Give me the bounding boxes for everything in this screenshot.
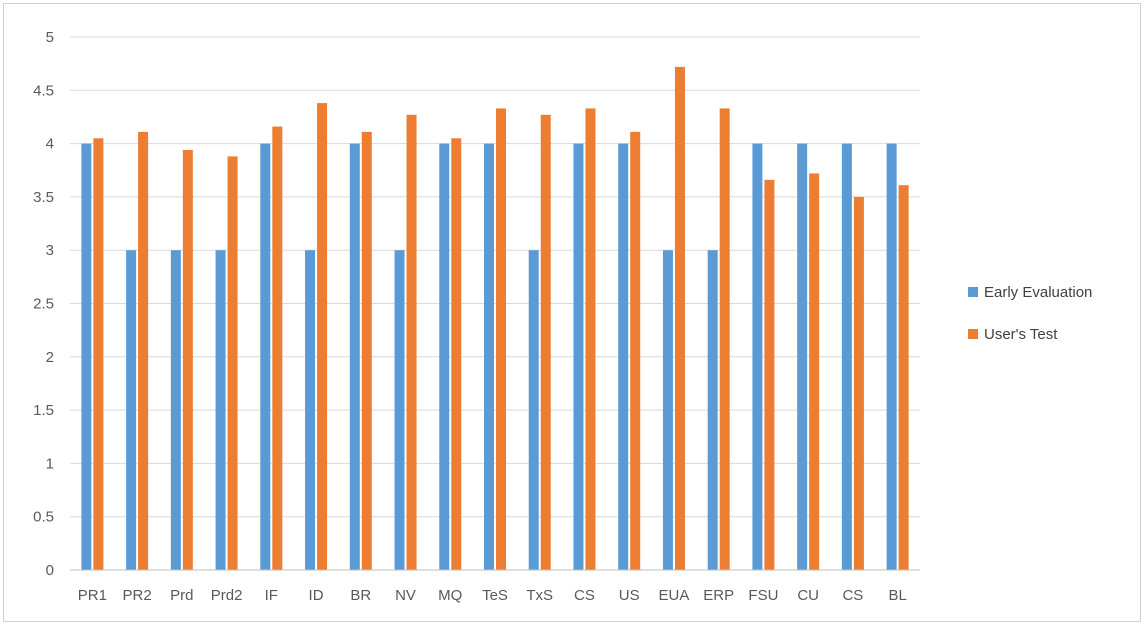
x-tick-label: IF [265, 587, 278, 604]
bar-users-test [451, 138, 462, 570]
bar-early-evaluation [215, 250, 226, 570]
x-tick-label: TeS [482, 587, 508, 604]
bar-users-test [182, 149, 193, 570]
bar-users-test [719, 108, 730, 570]
y-tick-label: 3.5 [33, 189, 54, 206]
bar-early-evaluation [797, 143, 808, 570]
bar-early-evaluation [439, 143, 450, 570]
x-tick-label: BR [350, 587, 371, 604]
bar-users-test [585, 108, 596, 570]
gridlines [70, 36, 920, 518]
bar-early-evaluation [260, 143, 271, 570]
bar-users-test [361, 131, 372, 570]
x-tick-label: PR2 [123, 587, 152, 604]
x-tick-label: ID [309, 587, 324, 604]
bar-early-evaluation [349, 143, 360, 570]
y-tick-label: 2.5 [33, 296, 54, 313]
bar-users-test [406, 114, 417, 571]
bar-users-test [496, 108, 506, 570]
x-tick-label: EUA [659, 587, 690, 604]
x-tick-label: CS [574, 587, 595, 604]
bar-users-test [317, 103, 328, 570]
y-tick-label: 0 [46, 562, 54, 579]
x-tick-label: ERP [703, 587, 734, 604]
bar-users-test [540, 114, 551, 571]
x-tick-label: BL [888, 587, 906, 604]
bar-early-evaluation [662, 250, 673, 570]
x-tick-label: US [619, 587, 640, 604]
bar-early-evaluation [707, 250, 718, 570]
bar-early-evaluation [573, 143, 584, 570]
y-tick-label: 4.5 [33, 82, 54, 99]
bar-early-evaluation [81, 143, 92, 570]
legend-label: User's Test [984, 326, 1058, 343]
legend: Early Evaluation User's Test [968, 284, 1092, 343]
bar-early-evaluation [841, 143, 852, 570]
y-axis-ticks: 0 0.5 1 1.5 2 2.5 3 3.5 4 4.5 5 [33, 29, 54, 579]
y-tick-label: 1.5 [33, 402, 54, 419]
bar-users-test [853, 196, 864, 570]
bar-users-test [898, 185, 909, 570]
bar-early-evaluation [394, 250, 405, 570]
bar-users-test [272, 126, 283, 570]
bars [81, 66, 909, 571]
y-tick-label: 4 [46, 136, 54, 153]
bar-users-test [809, 173, 820, 570]
bar-users-test [227, 156, 238, 570]
y-tick-label: 0.5 [33, 509, 54, 526]
bar-users-test [138, 131, 149, 570]
x-tick-label: CS [842, 587, 863, 604]
legend-swatch [968, 329, 978, 339]
x-tick-label: TxS [526, 587, 553, 604]
legend-label: Early Evaluation [984, 284, 1092, 301]
x-tick-label: CU [797, 587, 819, 604]
x-tick-label: MQ [438, 587, 462, 604]
y-tick-label: 5 [46, 29, 54, 46]
bar-early-evaluation [484, 143, 494, 570]
x-tick-label: Prd [170, 587, 193, 604]
y-tick-label: 2 [46, 349, 54, 366]
bar-early-evaluation [528, 250, 539, 570]
x-tick-label: PR1 [78, 587, 107, 604]
bar-users-test [764, 179, 775, 570]
bar-users-test [630, 131, 641, 570]
y-tick-label: 3 [46, 242, 54, 259]
bar-early-evaluation [170, 250, 181, 570]
y-tick-label: 1 [46, 455, 54, 472]
bar-early-evaluation [752, 143, 763, 570]
x-axis-ticks: PR1 PR2 Prd Prd2 IF ID BR NV MQ TeS TxS CS US EUA ERP F… [78, 587, 907, 604]
x-tick-label: Prd2 [211, 587, 243, 604]
bar-early-evaluation [618, 143, 629, 570]
legend-swatch [968, 287, 978, 297]
bar-early-evaluation [305, 250, 316, 570]
bar-early-evaluation [886, 143, 897, 570]
x-tick-label: NV [395, 587, 416, 604]
x-tick-label: FSU [748, 587, 778, 604]
bar-users-test [674, 66, 685, 571]
bar-users-test [93, 138, 104, 570]
bar-early-evaluation [126, 250, 137, 570]
